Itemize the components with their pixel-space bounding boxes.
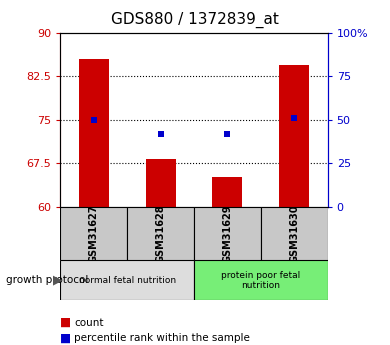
Bar bbox=[60, 260, 194, 300]
Text: GDS880 / 1372839_at: GDS880 / 1372839_at bbox=[111, 12, 279, 28]
Text: ■: ■ bbox=[60, 316, 72, 329]
Bar bbox=[194, 207, 261, 260]
Text: normal fetal nutrition: normal fetal nutrition bbox=[79, 276, 176, 285]
Bar bbox=[60, 207, 127, 260]
Text: ▶: ▶ bbox=[53, 274, 62, 287]
Text: GSM31627: GSM31627 bbox=[89, 205, 99, 263]
Text: ■: ■ bbox=[60, 332, 72, 345]
Bar bbox=[213, 177, 243, 207]
Bar bbox=[79, 59, 109, 207]
Bar bbox=[261, 207, 328, 260]
Bar bbox=[145, 159, 176, 207]
Text: protein poor fetal
nutrition: protein poor fetal nutrition bbox=[221, 270, 300, 290]
Text: percentile rank within the sample: percentile rank within the sample bbox=[74, 333, 250, 343]
Bar bbox=[279, 65, 309, 207]
Text: GSM31630: GSM31630 bbox=[289, 205, 299, 263]
Text: count: count bbox=[74, 318, 104, 327]
Bar bbox=[194, 260, 328, 300]
Text: GSM31629: GSM31629 bbox=[222, 205, 232, 263]
Bar bbox=[127, 207, 194, 260]
Text: growth protocol: growth protocol bbox=[6, 275, 88, 285]
Text: GSM31628: GSM31628 bbox=[156, 205, 166, 263]
